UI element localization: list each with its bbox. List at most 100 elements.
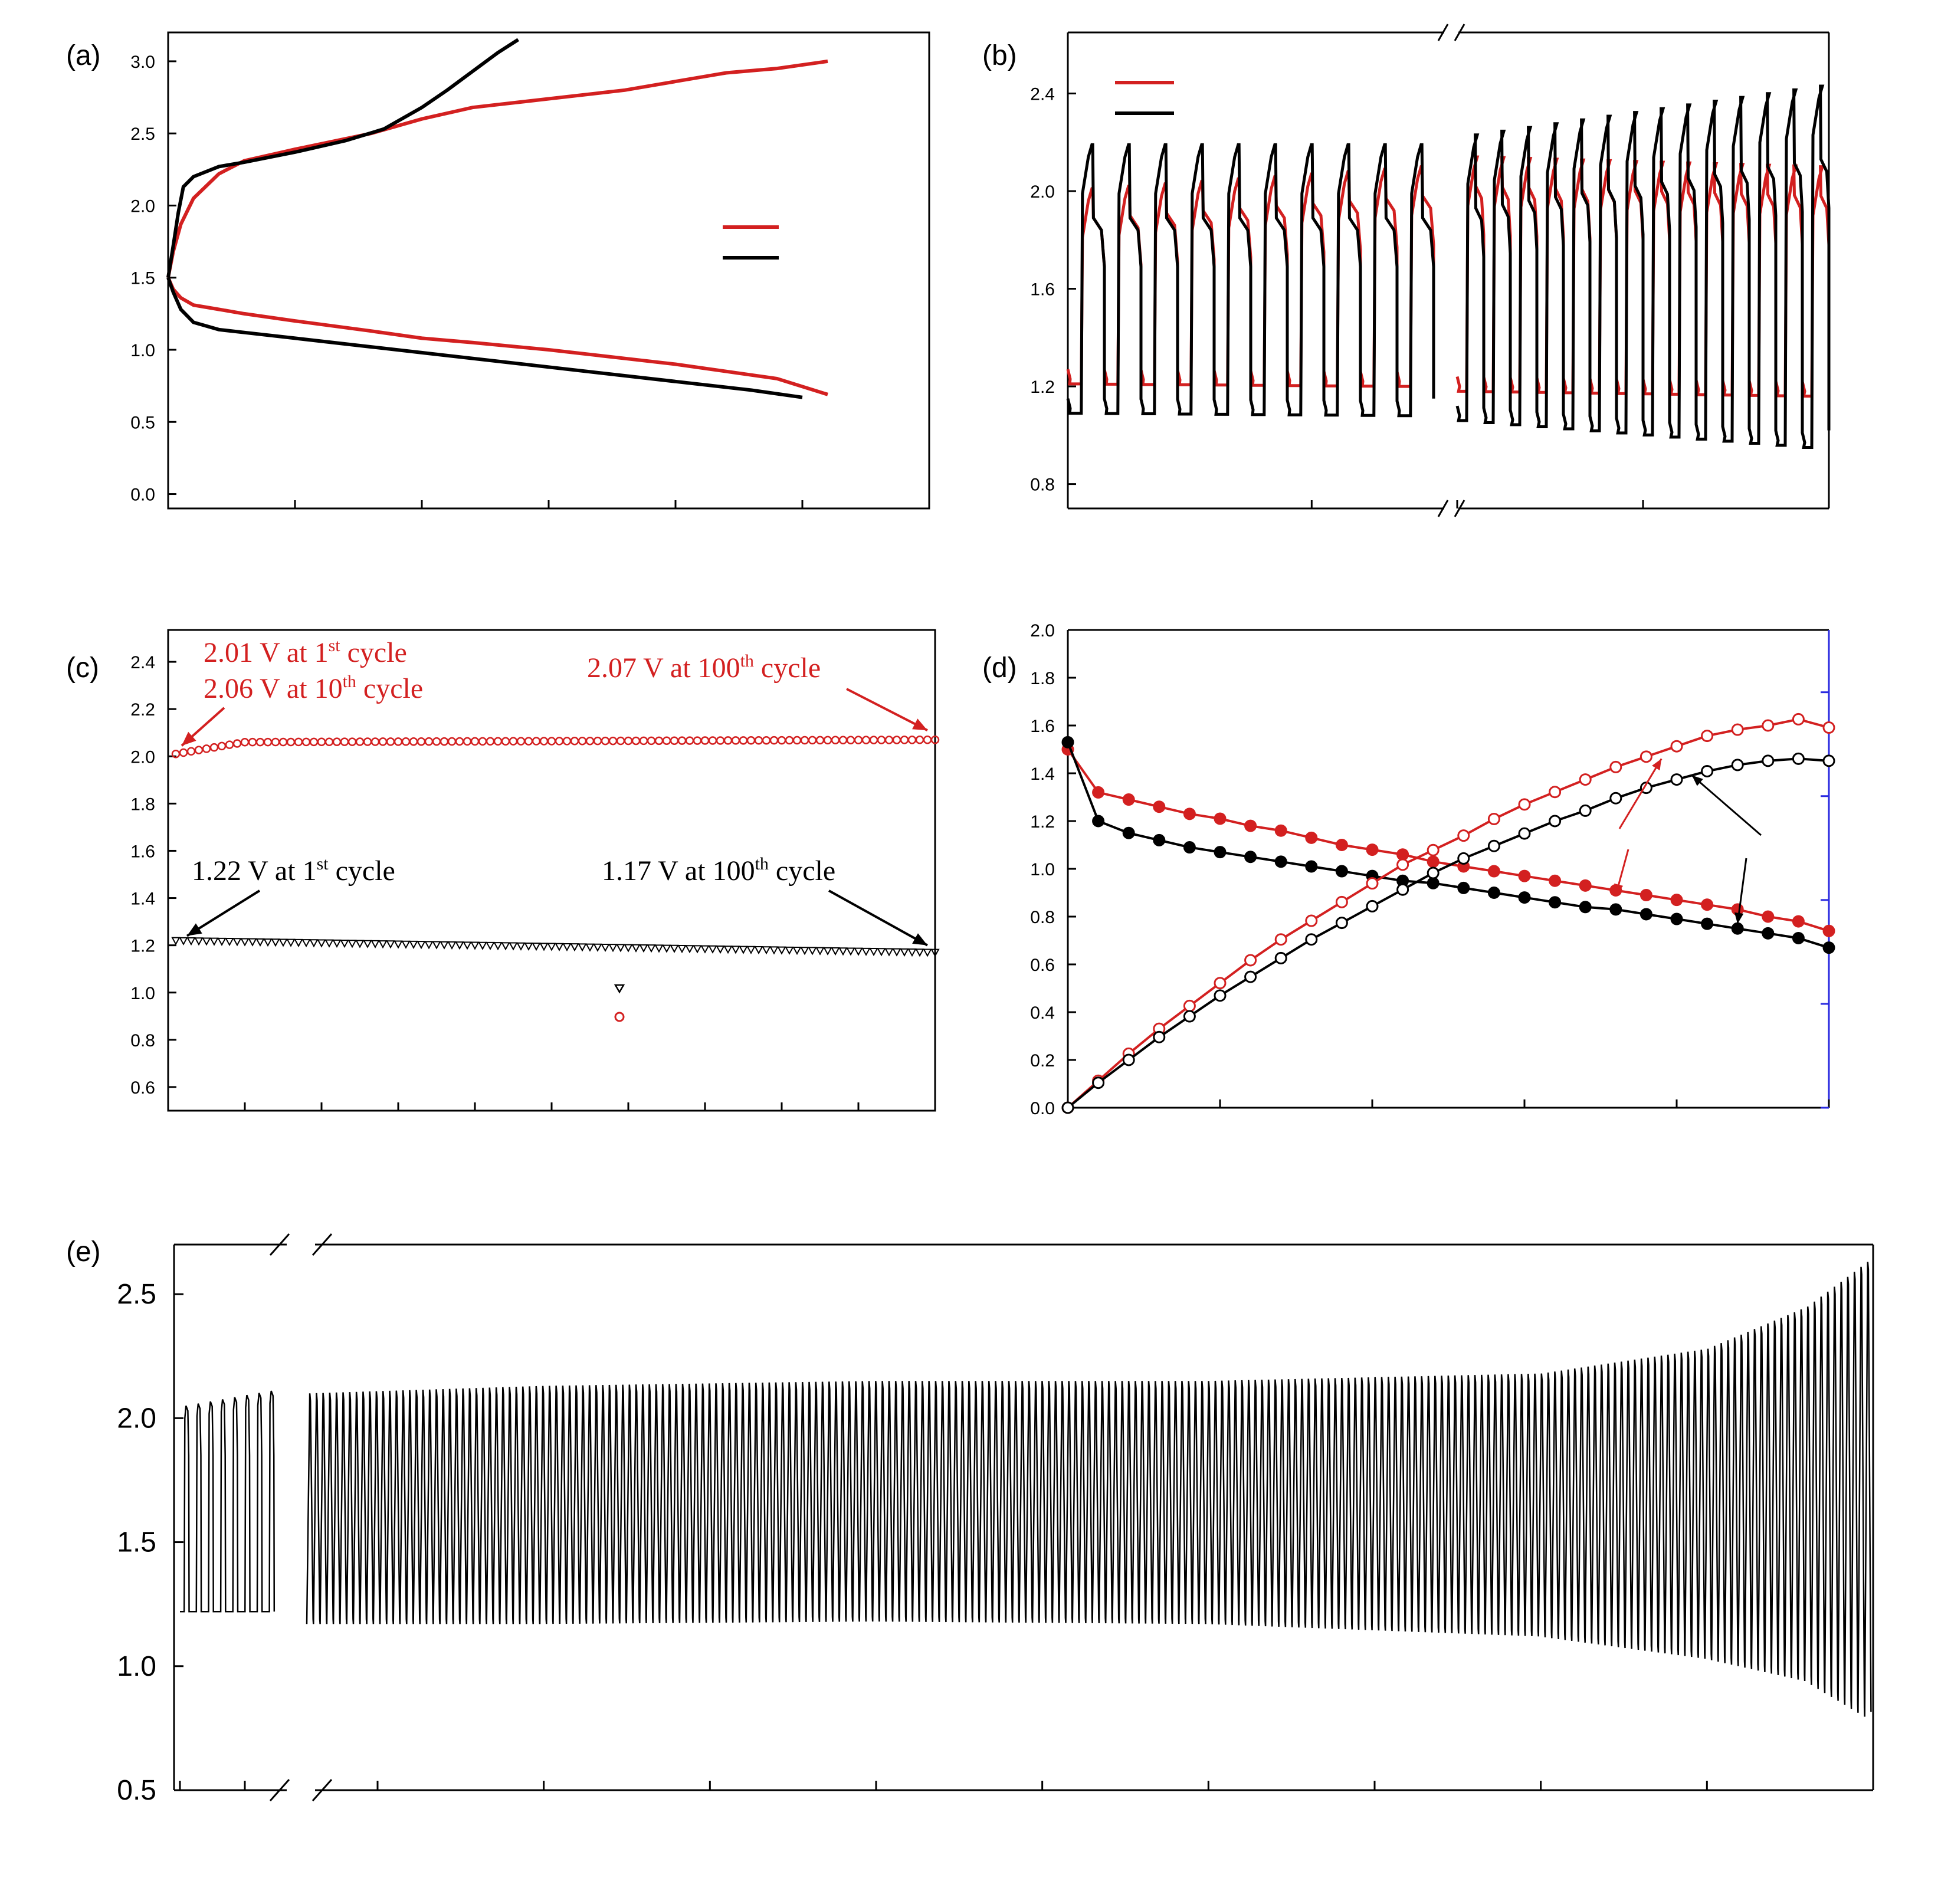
data-point-charging	[463, 737, 472, 746]
data-point-charging	[670, 736, 679, 745]
data-point-ht-8h-power	[1305, 914, 1318, 927]
annotation-superscript: th	[343, 672, 356, 691]
data-point-charging	[386, 737, 395, 746]
data-point-ht-0h-power	[1122, 1053, 1135, 1066]
data-point-charging	[754, 736, 763, 745]
data-point-charging	[808, 736, 817, 745]
data-point-discharging	[424, 941, 434, 950]
data-point-charging	[769, 736, 779, 745]
legend-marker-discharging	[614, 984, 625, 994]
data-point-ht-0h-power	[1305, 933, 1318, 946]
data-point-discharging	[470, 941, 480, 950]
data-point-discharging	[263, 938, 273, 947]
data-point-discharging	[708, 945, 717, 954]
data-point-discharging	[278, 938, 288, 947]
y-tick-label: 0.8	[130, 1031, 155, 1051]
data-point-discharging	[662, 944, 671, 953]
data-point-charging	[854, 736, 863, 744]
data-point-ht-8h-voltage	[1670, 894, 1683, 907]
data-point-ht-0h-voltage	[1122, 826, 1135, 839]
data-point-ht-8h-power	[1274, 933, 1287, 946]
data-point-charging	[823, 736, 832, 745]
data-point-charging	[470, 737, 480, 746]
annotation-arrow-shaft	[1618, 758, 1663, 829]
data-point-discharging	[340, 940, 349, 948]
data-point-ht-8h-power	[1487, 812, 1500, 825]
annotation-arrow-head	[1691, 775, 1703, 786]
data-point-charging	[578, 737, 587, 746]
data-point-ht-8h-voltage	[1518, 869, 1531, 882]
data-point-discharging	[294, 938, 303, 947]
data-point-ht-0h-voltage	[1549, 896, 1562, 909]
data-point-discharging	[647, 944, 656, 953]
y-tick-label: 2.5	[117, 1279, 156, 1310]
data-point-ht-0h-voltage	[1640, 908, 1652, 921]
y-tick-label: 1.2	[1030, 812, 1055, 832]
y-tick-label: 2.4	[130, 653, 155, 672]
data-point-discharging	[915, 948, 924, 957]
data-point-discharging	[539, 943, 549, 951]
data-point-ht-0h-voltage	[1457, 881, 1470, 894]
annotation-tail: cycle	[340, 637, 407, 668]
annotation-arrow-shaft	[1736, 858, 1747, 924]
y-tick-label: 1.2	[1030, 377, 1055, 397]
data-point-ht-8h-voltage	[1183, 807, 1196, 820]
data-point-charging	[739, 736, 748, 745]
data-point-ht-8h-power	[1427, 843, 1440, 856]
data-point-discharging	[509, 942, 518, 951]
series-line-ht-8h-voltage	[1067, 749, 1829, 933]
data-point-charging	[202, 744, 211, 753]
data-point-ht-0h-power	[1701, 764, 1714, 777]
data-point-charging	[601, 736, 610, 746]
data-point-charging	[915, 736, 924, 744]
data-point-discharging	[693, 945, 702, 954]
data-point-charging	[232, 739, 242, 748]
data-point-discharging	[401, 940, 411, 949]
data-point-discharging	[202, 937, 211, 946]
data-point-charging	[324, 737, 334, 746]
data-point-ht-0h-power	[1518, 827, 1531, 840]
data-point-ht-0h-voltage	[1487, 887, 1500, 899]
series-line-ht-0h-voltage	[1067, 741, 1829, 949]
data-point-ht-8h-voltage	[1427, 855, 1440, 868]
data-point-charging	[347, 737, 357, 746]
annotation-tail: cycle	[356, 673, 423, 704]
data-point-charging	[562, 737, 572, 746]
data-point-charging	[355, 737, 365, 746]
data-point-discharging	[271, 938, 280, 947]
data-point-discharging	[455, 941, 464, 950]
annotation-arrow-head	[912, 718, 927, 731]
data-point-discharging	[823, 947, 832, 956]
data-point-discharging	[570, 943, 579, 952]
data-point-discharging	[815, 947, 825, 956]
data-point-charging	[271, 737, 280, 747]
data-point-ht-8h-voltage	[1549, 874, 1562, 887]
panel-a: (a) 0.0 0.5 1.0 1.5 2.0 2.5 3.0	[66, 31, 930, 510]
y-tick-label: 2.0	[130, 747, 155, 767]
data-point-discharging	[685, 945, 694, 954]
annotation-4: 1.17 V at 100th cycle	[602, 854, 835, 887]
data-point-discharging	[447, 941, 457, 950]
data-point-charging	[708, 736, 717, 745]
y-tick-label: 2.4	[1030, 84, 1055, 104]
data-point-discharging	[309, 939, 319, 948]
data-point-ht-0h-voltage	[1822, 941, 1835, 954]
data-point-charging	[631, 736, 641, 746]
axis-break-bottom	[269, 1779, 333, 1801]
data-point-discharging	[616, 944, 625, 953]
annotation-arrow-shaft	[846, 688, 928, 731]
data-point-charging	[861, 736, 871, 744]
data-point-discharging	[394, 940, 403, 949]
data-point-charging	[662, 736, 671, 746]
data-point-ht-8h-power	[1183, 999, 1196, 1012]
data-point-discharging	[854, 947, 863, 956]
data-point-discharging	[225, 938, 234, 947]
data-point-ht-8h-power	[1640, 750, 1652, 763]
data-point-discharging	[930, 948, 940, 957]
y-tick-label: 0.8	[1030, 908, 1055, 927]
data-point-discharging	[194, 937, 204, 946]
data-point-ht-0h-voltage	[1701, 917, 1714, 930]
data-point-discharging	[463, 941, 472, 950]
data-point-discharging	[601, 943, 610, 953]
data-point-ht-8h-voltage	[1366, 843, 1379, 856]
